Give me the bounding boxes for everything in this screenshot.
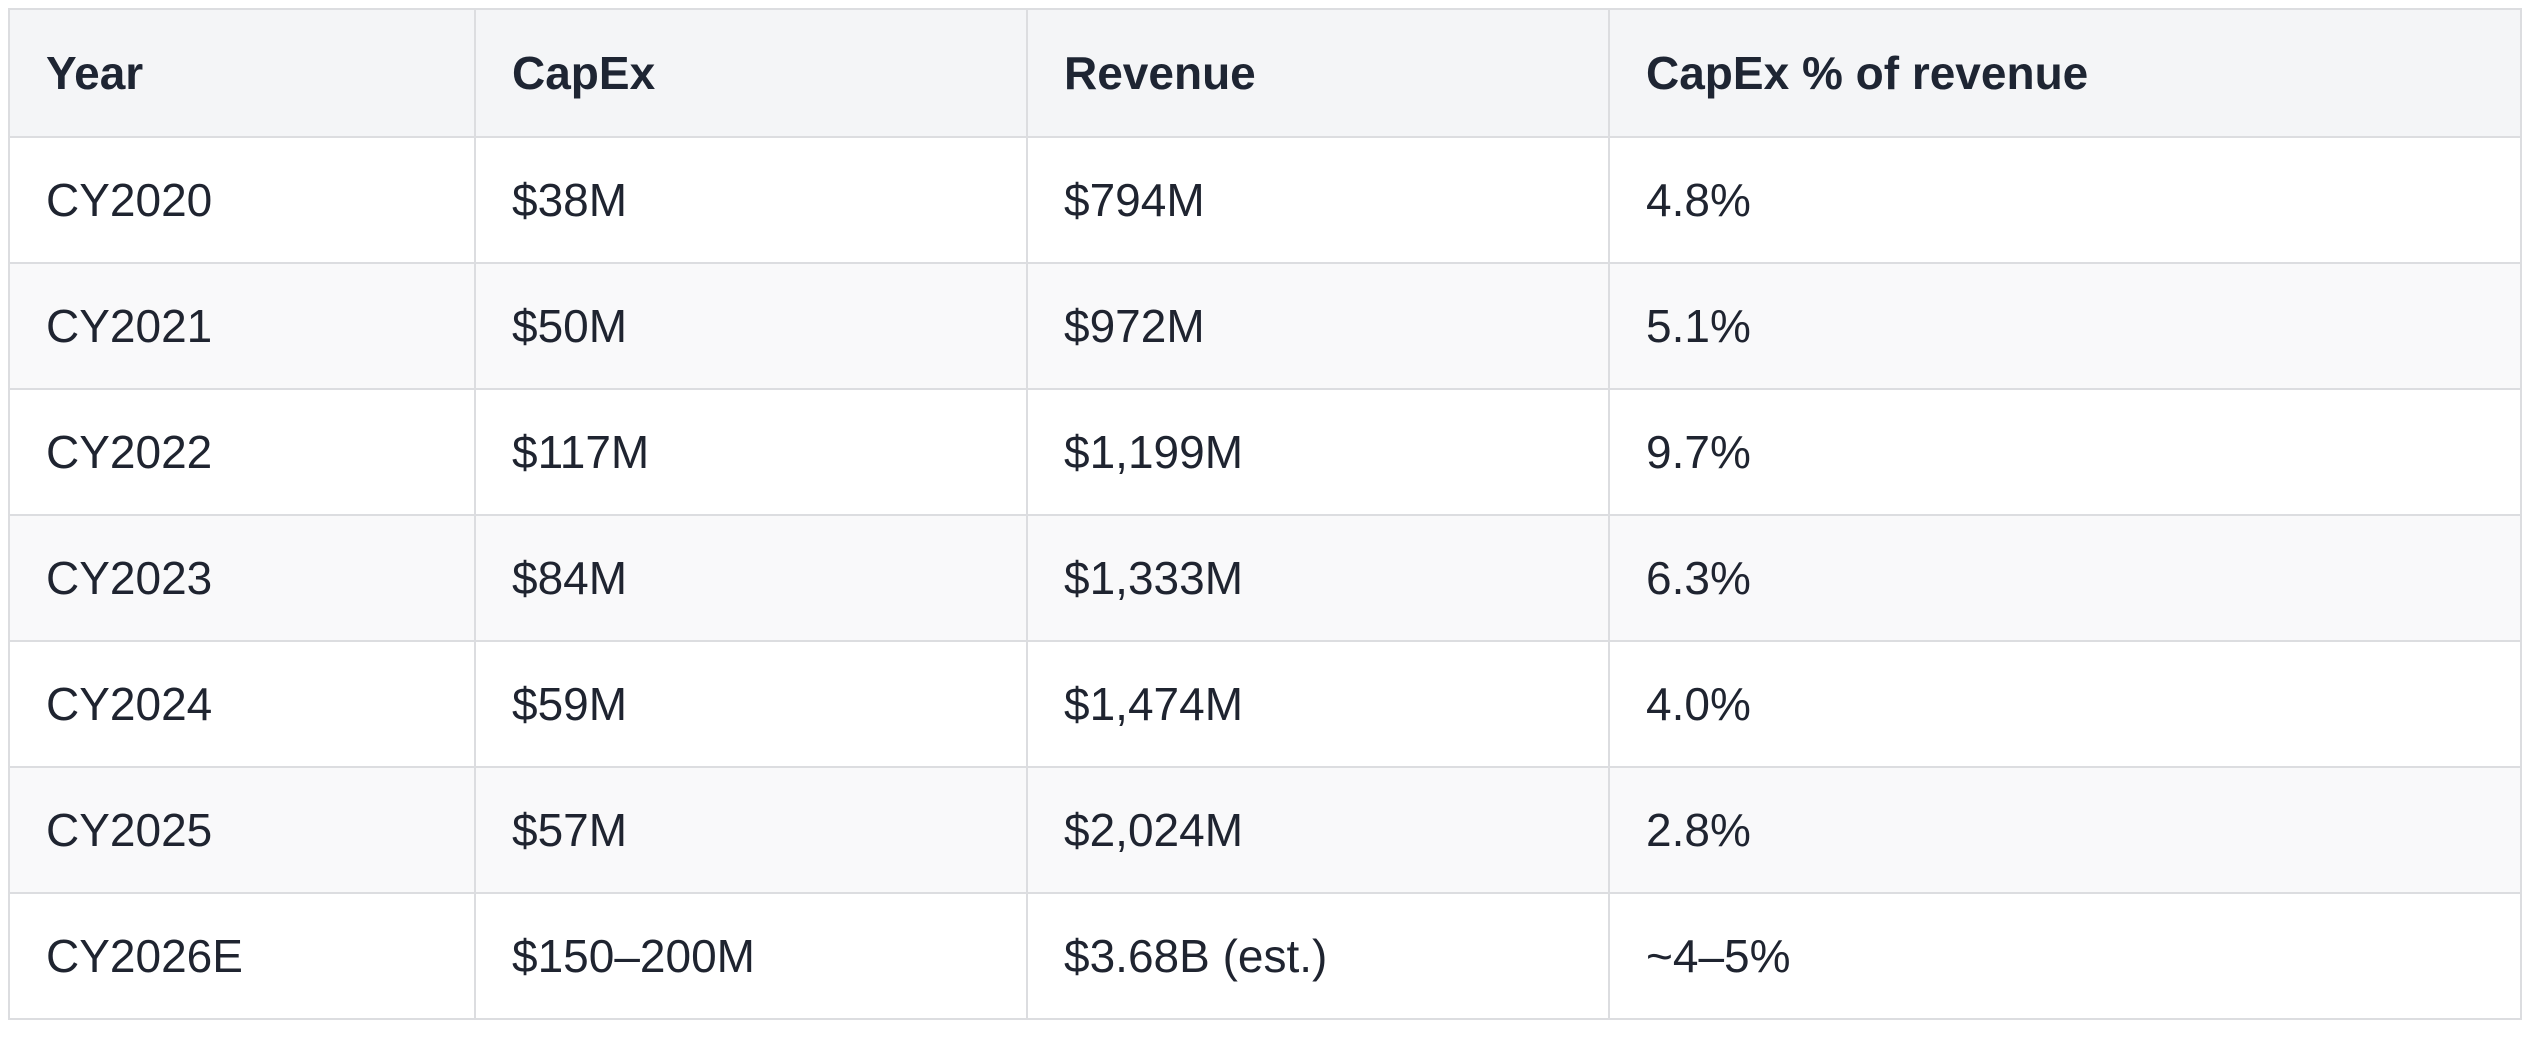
cell-capex-pct: 6.3% (1608, 514, 2522, 642)
table-row: CY2024 $59M $1,474M 4.0% (8, 640, 2522, 768)
table-row: CY2025 $57M $2,024M 2.8% (8, 766, 2522, 894)
header-revenue: Revenue (1026, 8, 1610, 138)
capex-table-container: Year CapEx Revenue CapEx % of revenue CY… (8, 8, 2522, 1020)
cell-capex-pct: ~4–5% (1608, 892, 2522, 1020)
cell-year: CY2023 (8, 514, 476, 642)
cell-year: CY2025 (8, 766, 476, 894)
cell-capex: $50M (474, 262, 1028, 390)
cell-capex-pct: 2.8% (1608, 766, 2522, 894)
cell-capex: $84M (474, 514, 1028, 642)
cell-capex-pct: 9.7% (1608, 388, 2522, 516)
cell-year: CY2022 (8, 388, 476, 516)
cell-revenue: $1,333M (1026, 514, 1610, 642)
cell-revenue: $794M (1026, 136, 1610, 264)
cell-capex: $38M (474, 136, 1028, 264)
header-capex: CapEx (474, 8, 1028, 138)
cell-revenue: $1,199M (1026, 388, 1610, 516)
cell-capex-pct: 5.1% (1608, 262, 2522, 390)
capex-revenue-table: Year CapEx Revenue CapEx % of revenue CY… (8, 8, 2522, 1020)
cell-revenue: $1,474M (1026, 640, 1610, 768)
table-row: CY2022 $117M $1,199M 9.7% (8, 388, 2522, 516)
cell-capex: $117M (474, 388, 1028, 516)
cell-capex: $57M (474, 766, 1028, 894)
table-header: Year CapEx Revenue CapEx % of revenue (8, 8, 2522, 138)
cell-year: CY2026E (8, 892, 476, 1020)
cell-revenue: $2,024M (1026, 766, 1610, 894)
table-row: CY2021 $50M $972M 5.1% (8, 262, 2522, 390)
cell-year: CY2021 (8, 262, 476, 390)
cell-year: CY2024 (8, 640, 476, 768)
table-row: CY2026E $150–200M $3.68B (est.) ~4–5% (8, 892, 2522, 1020)
header-row: Year CapEx Revenue CapEx % of revenue (8, 8, 2522, 138)
cell-revenue: $972M (1026, 262, 1610, 390)
cell-year: CY2020 (8, 136, 476, 264)
header-capex-pct: CapEx % of revenue (1608, 8, 2522, 138)
cell-capex: $150–200M (474, 892, 1028, 1020)
table-body: CY2020 $38M $794M 4.8% CY2021 $50M $972M… (8, 136, 2522, 1020)
header-year: Year (8, 8, 476, 138)
cell-capex: $59M (474, 640, 1028, 768)
table-row: CY2023 $84M $1,333M 6.3% (8, 514, 2522, 642)
cell-capex-pct: 4.0% (1608, 640, 2522, 768)
cell-capex-pct: 4.8% (1608, 136, 2522, 264)
table-row: CY2020 $38M $794M 4.8% (8, 136, 2522, 264)
cell-revenue: $3.68B (est.) (1026, 892, 1610, 1020)
